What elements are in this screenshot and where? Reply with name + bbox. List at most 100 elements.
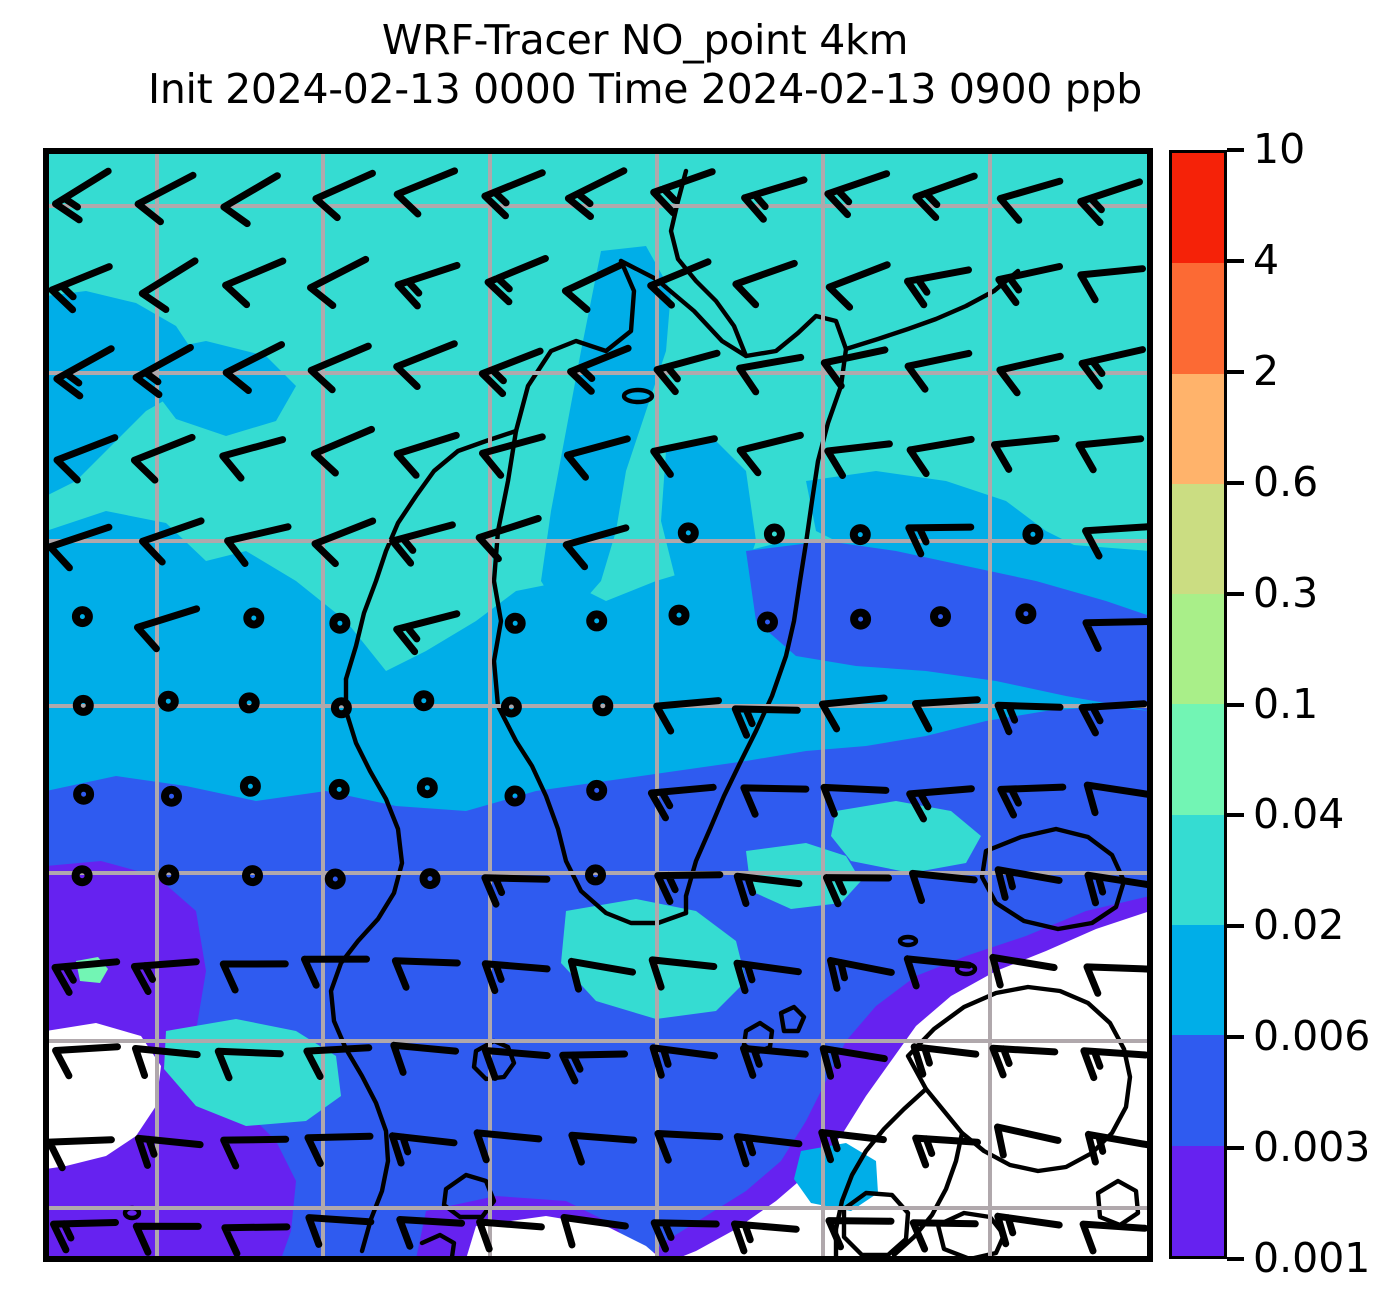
tick-label: 0.6 — [1253, 457, 1319, 506]
tick-label: 0.02 — [1253, 901, 1345, 950]
calm-circle — [161, 785, 182, 807]
wind-barb — [824, 170, 891, 219]
wind-barb — [1082, 618, 1150, 652]
calm-circle — [416, 777, 438, 799]
colorbar-band-2 — [1172, 373, 1224, 484]
wind-barb — [819, 1045, 888, 1080]
wind-barb — [311, 517, 377, 568]
wind-barb — [1084, 871, 1150, 907]
wind-barb — [310, 425, 375, 477]
contour-patch-peninsula2-lightblue — [661, 441, 756, 621]
wind-barb — [912, 172, 978, 221]
colorbar-band-8 — [1172, 1035, 1224, 1146]
calm-circle — [71, 865, 93, 887]
tick-label: 0.006 — [1253, 1012, 1371, 1061]
wind-barb — [481, 1047, 551, 1081]
wind-barb — [481, 874, 551, 908]
wind-barb — [307, 255, 370, 309]
tick-mark — [1227, 591, 1244, 596]
wind-barb — [478, 347, 544, 398]
colorbar-tick-list: 10 4 2 0.6 0.3 0.1 0.04 0.02 0.006 0.003 0.001 — [1227, 125, 1397, 1282]
colorbar[interactable] — [1169, 150, 1227, 1259]
wind-barb — [1075, 435, 1145, 474]
tick-label: 0.3 — [1253, 568, 1319, 617]
wind-barb — [996, 177, 1064, 224]
wind-barb — [1078, 700, 1148, 737]
wind-barb — [479, 433, 546, 479]
wind-barb — [391, 957, 461, 991]
wind-barb — [818, 694, 888, 733]
wind-barb-layer — [46, 167, 1150, 1258]
wind-barb — [647, 783, 717, 822]
calm-circle — [757, 611, 778, 633]
wind-barb — [567, 957, 636, 993]
wind-barb — [568, 1131, 638, 1166]
calm-circle — [239, 775, 261, 797]
wind-barb — [393, 167, 459, 218]
wind-barb — [994, 866, 1063, 901]
wind-barb — [562, 524, 630, 571]
contour-patch-lightblue-s — [794, 1143, 878, 1211]
wind-barb — [905, 523, 975, 558]
map-canvas — [46, 151, 1150, 1259]
calm-circle — [242, 865, 263, 887]
gridlines — [46, 151, 1150, 1259]
wind-barb — [818, 1129, 887, 1164]
wind-barb — [994, 1212, 1063, 1248]
wind-barb — [824, 440, 893, 479]
contour-patch-teal-b — [164, 1019, 341, 1126]
title-line-2: Init 2024-02-13 0000 Time 2024-02-13 090… — [148, 65, 1142, 114]
wind-barb — [736, 431, 804, 477]
calm-circle — [668, 604, 690, 626]
wind-barb — [912, 1134, 981, 1169]
wind-barb — [820, 783, 890, 818]
colorbar-band-4 — [1172, 594, 1224, 705]
wind-barb — [52, 1043, 121, 1080]
wind-barb — [475, 515, 542, 563]
wind-barb — [1079, 1220, 1149, 1255]
wind-barb — [139, 517, 205, 566]
wind-barb — [221, 1223, 291, 1258]
contour-patch-teal-d — [831, 801, 981, 873]
wind-barb — [134, 1134, 204, 1169]
calm-circle — [592, 695, 614, 717]
wind-barb — [563, 435, 631, 481]
calm-circle — [419, 868, 441, 890]
calm-circle — [157, 690, 179, 712]
tick-mark — [1227, 1035, 1244, 1040]
wind-barb — [650, 1219, 720, 1253]
calm-circle — [328, 778, 350, 800]
wind-barb — [219, 960, 289, 994]
wind-barb — [731, 705, 801, 739]
tick-mark — [1227, 258, 1244, 263]
wind-barb — [1078, 346, 1146, 390]
wind-barb — [653, 697, 722, 735]
wind-barb — [909, 1219, 979, 1253]
tick-mark — [1227, 702, 1244, 707]
wind-barb — [51, 958, 121, 996]
map-plot-area — [43, 148, 1153, 1262]
colorbar-band-6 — [1172, 814, 1224, 926]
contour-band-below-min — [676, 911, 1150, 1259]
wind-barb — [390, 1041, 460, 1076]
wind-barb — [994, 701, 1064, 736]
wind-barb — [312, 169, 376, 222]
contour-patch-east-royalblue — [746, 541, 1150, 711]
wind-barb — [825, 261, 891, 311]
calm-circle — [71, 606, 93, 628]
wind-barb — [653, 349, 721, 396]
tick-mark — [1227, 813, 1244, 818]
wind-barb — [388, 1132, 458, 1167]
wind-barb — [1077, 265, 1146, 304]
wind-barb — [134, 171, 197, 226]
tick-mark — [1227, 480, 1244, 485]
wind-barb — [989, 1044, 1059, 1079]
wind-barb — [214, 1047, 284, 1082]
calm-circle — [158, 864, 180, 886]
wind-barb — [1083, 963, 1150, 997]
calm-circle — [73, 783, 95, 805]
wind-barb — [731, 1220, 800, 1255]
wind-barb — [1080, 1047, 1150, 1082]
wind-barb — [647, 258, 712, 309]
wind-barb — [394, 261, 461, 310]
